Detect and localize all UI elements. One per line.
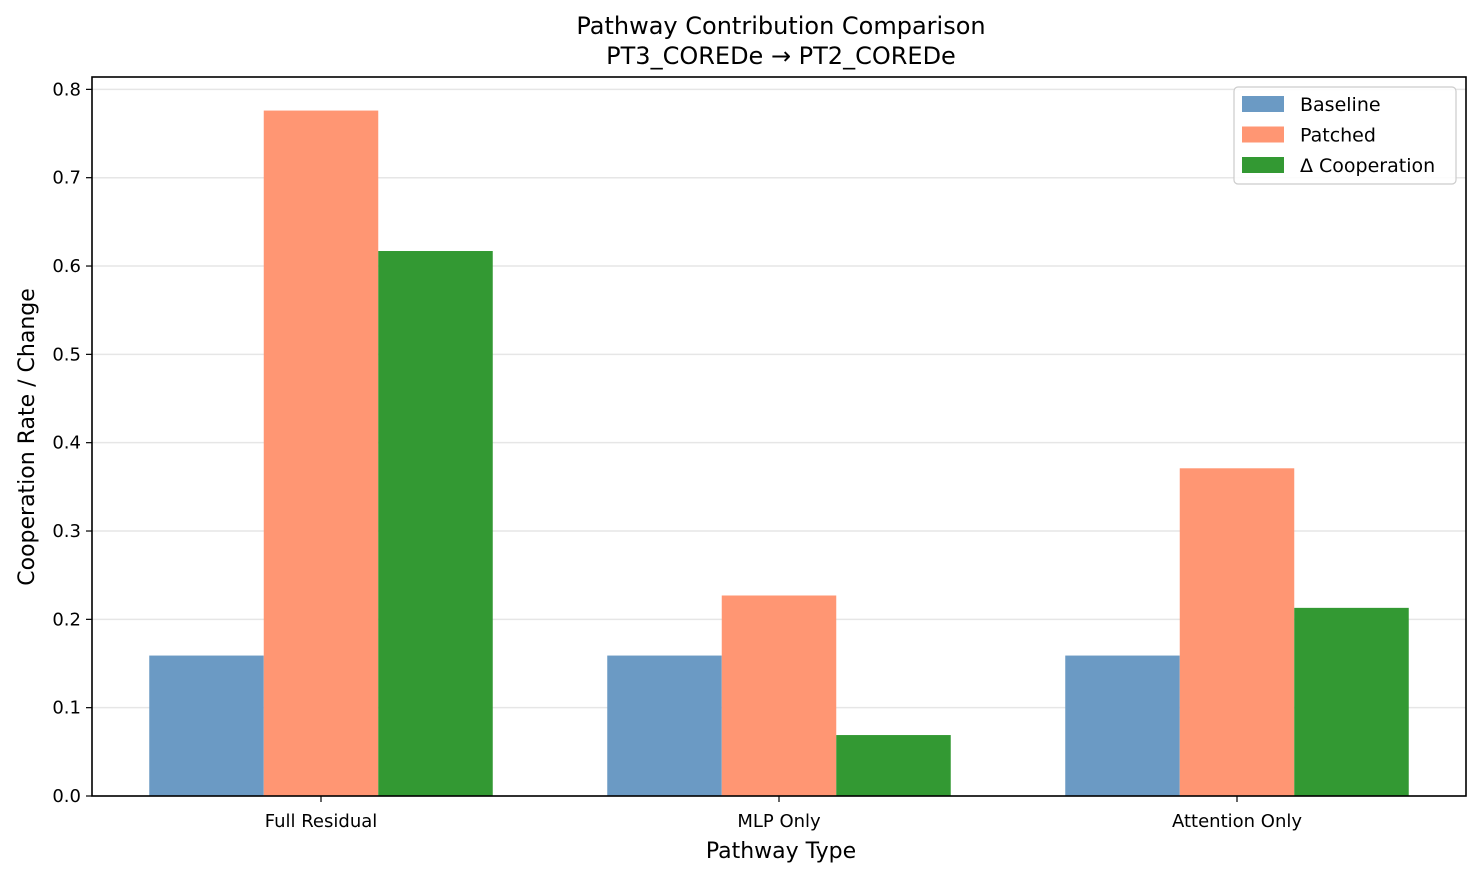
bar-patched-attention-only (1179, 468, 1295, 796)
bar-patched-mlp-only (721, 595, 837, 796)
bar-cooperation-full-residual (378, 251, 493, 796)
bar-baseline-mlp-only (607, 655, 722, 796)
legend-label: Δ Cooperation (1300, 155, 1435, 177)
y-tick-label: 0.8 (52, 79, 81, 100)
y-tick-label: 0.5 (52, 344, 81, 365)
chart-subtitle: PT3_COREDe → PT2_COREDe (606, 42, 956, 70)
legend-swatch (1242, 157, 1284, 173)
y-tick-label: 0.3 (52, 521, 81, 542)
bar-cooperation-attention-only (1294, 607, 1409, 796)
bar-baseline-attention-only (1065, 655, 1180, 796)
legend-label: Baseline (1300, 94, 1381, 116)
x-axis: Full Residual MLP Only Attention Only (265, 796, 1302, 832)
y-tick-label: 0.0 (52, 786, 81, 807)
bar-baseline-full-residual (149, 655, 264, 796)
chart-title: Pathway Contribution Comparison (576, 12, 985, 40)
y-axis-label: Cooperation Rate / Change (15, 288, 40, 586)
bar-cooperation-mlp-only (836, 735, 951, 796)
x-tick-label: Attention Only (1172, 811, 1302, 832)
y-tick-label: 0.2 (52, 609, 81, 630)
y-tick-label: 0.7 (52, 168, 81, 189)
y-tick-label: 0.1 (52, 698, 81, 719)
y-tick-label: 0.4 (52, 433, 81, 454)
bar-patched-full-residual (263, 110, 379, 796)
x-tick-label: Full Residual (265, 811, 378, 832)
legend: Baseline Patched Δ Cooperation (1233, 86, 1457, 185)
legend-swatch (1242, 126, 1284, 143)
y-axis: 0.0 0.1 0.2 0.3 0.4 0.5 0.6 0.7 0.8 (52, 79, 92, 807)
x-tick-label: MLP Only (737, 811, 821, 832)
legend-label: Patched (1300, 125, 1376, 147)
legend-swatch (1242, 96, 1284, 112)
legend-frame (1233, 86, 1457, 185)
x-axis-label: Pathway Type (706, 839, 856, 864)
y-tick-label: 0.6 (52, 256, 81, 277)
bars (149, 110, 1409, 796)
